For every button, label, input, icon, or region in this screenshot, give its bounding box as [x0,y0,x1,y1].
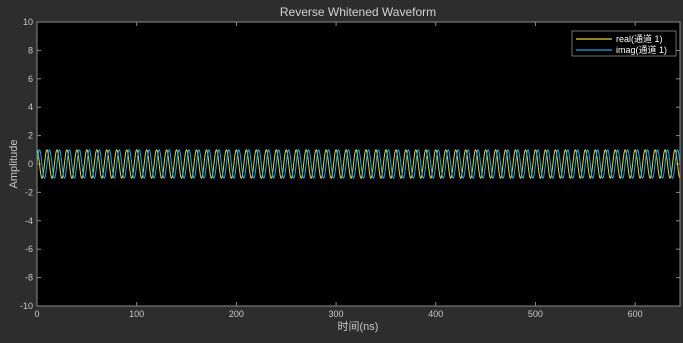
y-axis-label: Amplitude [8,140,20,189]
x-tick-label: 0 [34,309,39,319]
y-tick-label: 4 [28,102,33,112]
x-tick-label: 400 [428,309,443,319]
series-line-imag [36,149,681,179]
x-tick-label: 500 [528,309,543,319]
x-axis-label: 时间(ns) [338,320,379,333]
y-tick-label: -2 [25,187,33,197]
y-axis-ticks: -10 -8 -6 -4 -2 0 2 4 6 8 10 [20,17,680,311]
x-tick-label: 100 [129,309,144,319]
plot-border [36,21,681,307]
legend-box [571,30,677,57]
series-line-real [36,149,681,179]
y-tick-label: -8 [25,273,33,283]
legend[interactable]: real(通道 1) imag(通道 1) [571,30,677,57]
y-tick-label: -6 [25,244,33,254]
x-tick-label: 600 [628,309,643,319]
chart-title: Reverse Whitened Waveform [280,5,436,19]
y-tick-label: -10 [20,301,33,311]
x-tick-label: 200 [229,309,244,319]
y-tick-label: 8 [28,45,33,55]
y-tick-label: 2 [28,131,33,141]
y-tick-label: -4 [25,216,33,226]
series-layer [36,149,681,179]
x-tick-label: 300 [329,309,344,319]
legend-label-imag: imag(通道 1) [616,44,667,55]
y-tick-label: 10 [23,17,33,27]
y-tick-label: 0 [28,159,33,169]
legend-label-real: real(通道 1) [616,33,663,44]
y-tick-label: 6 [28,74,33,84]
